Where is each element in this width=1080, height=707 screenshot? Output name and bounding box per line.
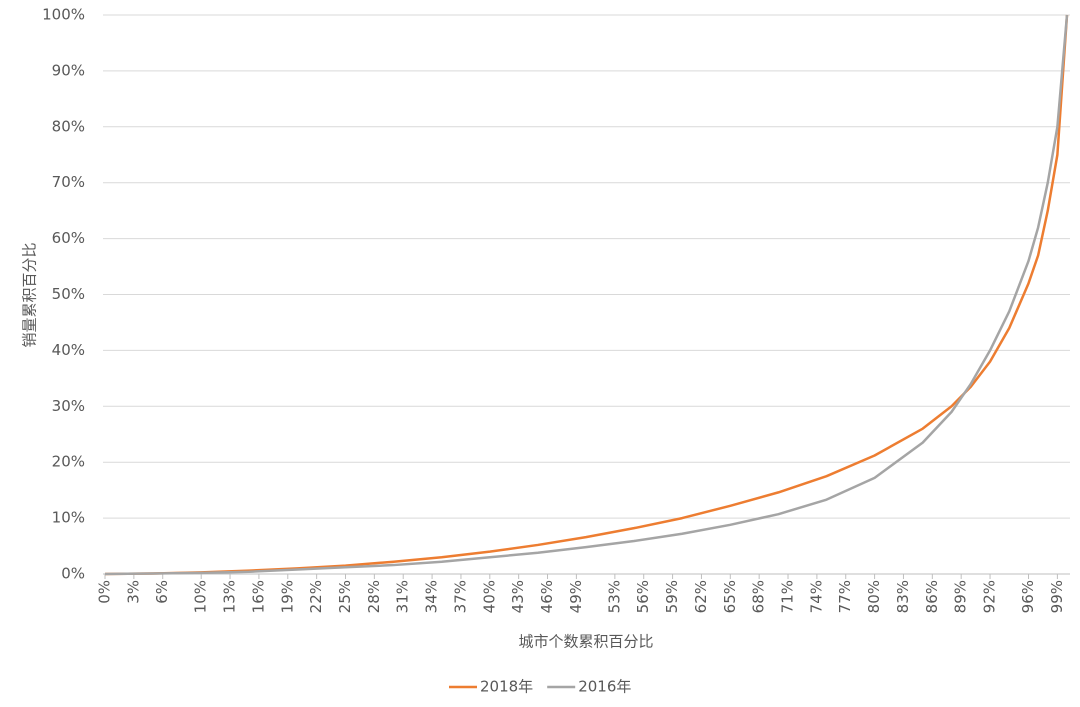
y-tick-label: 60% xyxy=(52,229,85,247)
y-tick-label: 40% xyxy=(52,341,85,359)
x-tick-label: 77% xyxy=(836,580,854,613)
x-axis-title: 城市个数累积百分比 xyxy=(518,633,653,651)
x-tick-label: 49% xyxy=(567,580,585,613)
x-tick-label: 34% xyxy=(423,580,441,613)
x-tick-label: 25% xyxy=(336,580,354,613)
x-tick-label: 96% xyxy=(1019,580,1037,613)
x-tick-label: 3% xyxy=(124,580,142,604)
x-tick-label: 59% xyxy=(663,580,681,613)
x-tick-label: 56% xyxy=(634,580,652,613)
y-tick-label: 50% xyxy=(52,285,85,303)
y-axis-title: 销量累积百分比 xyxy=(21,242,39,347)
x-tick-label: 92% xyxy=(981,580,999,613)
x-tick-label: 80% xyxy=(865,580,883,613)
x-tick-label: 28% xyxy=(365,580,383,613)
legend-label: 2016年 xyxy=(578,678,631,696)
y-tick-label: 0% xyxy=(61,565,85,583)
x-tick-label: 86% xyxy=(923,580,941,613)
x-tick-label: 46% xyxy=(538,580,556,613)
series-line xyxy=(104,14,1069,576)
x-tick-label: 10% xyxy=(192,580,210,613)
x-tick-label: 53% xyxy=(605,580,623,613)
x-tick-label: 37% xyxy=(451,580,469,613)
y-tick-label: 80% xyxy=(52,117,85,135)
y-tick-label: 30% xyxy=(52,397,85,415)
y-tick-label: 20% xyxy=(52,453,85,471)
series-line xyxy=(104,14,1069,576)
x-tick-label: 6% xyxy=(153,580,171,604)
x-tick-label: 40% xyxy=(480,580,498,613)
x-tick-label: 43% xyxy=(509,580,527,613)
y-tick-label: 10% xyxy=(52,509,85,527)
x-tick-label: 89% xyxy=(952,580,970,613)
y-tick-label: 70% xyxy=(52,173,85,191)
x-tick-label: 13% xyxy=(221,580,239,613)
y-tick-label: 90% xyxy=(52,61,85,79)
x-tick-label: 16% xyxy=(249,580,267,613)
x-tick-label: 19% xyxy=(278,580,296,613)
x-tick-label: 0% xyxy=(96,580,114,604)
x-tick-label: 31% xyxy=(394,580,412,613)
x-tick-label: 99% xyxy=(1048,580,1066,613)
x-tick-label: 65% xyxy=(721,580,739,613)
x-tick-label: 83% xyxy=(894,580,912,613)
y-tick-label: 100% xyxy=(42,6,85,24)
x-tick-label: 68% xyxy=(750,580,768,613)
legend-label: 2018年 xyxy=(480,678,533,696)
x-tick-label: 71% xyxy=(779,580,797,613)
x-tick-label: 74% xyxy=(807,580,825,613)
x-tick-label: 62% xyxy=(692,580,710,613)
x-tick-label: 22% xyxy=(307,580,325,613)
